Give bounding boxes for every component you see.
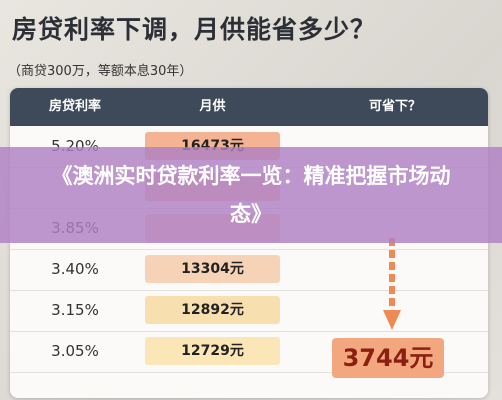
column-header: 房贷利率: [48, 99, 101, 114]
subtitle: （商贷300万，等额本息30年）: [8, 64, 193, 79]
payment-cell: 12892元: [145, 296, 280, 324]
rate-cell: 3.05%: [51, 342, 99, 360]
saving-box: 3744元: [332, 338, 444, 378]
rate-cell: 3.15%: [51, 301, 99, 319]
banner: 《澳洲实时贷款利率一览：精准把握市场动态》: [0, 147, 502, 243]
column-header: 可省下？: [368, 99, 421, 114]
table-row: 3.05% 12729元: [10, 331, 488, 373]
table-card: 房贷利率 月供 可省下？ 5.20%16473元3.85%3.40%13304元…: [10, 88, 488, 398]
table-row: 3.15% 12892元: [10, 290, 488, 332]
payment-cell: 13304元: [145, 255, 280, 283]
banner-text: 《澳洲实时贷款利率一览：精准把握市场动态》: [51, 164, 451, 226]
rate-cell: 3.40%: [51, 260, 99, 278]
payment-cell: 12729元: [145, 337, 280, 365]
table-header: 房贷利率 月供 可省下？: [10, 88, 488, 126]
arrow: [383, 238, 401, 330]
table-row: 3.40% 13304元: [10, 249, 488, 291]
title: 房贷利率下调，月供能省多少？: [12, 15, 377, 44]
column-header: 月供: [199, 99, 226, 114]
